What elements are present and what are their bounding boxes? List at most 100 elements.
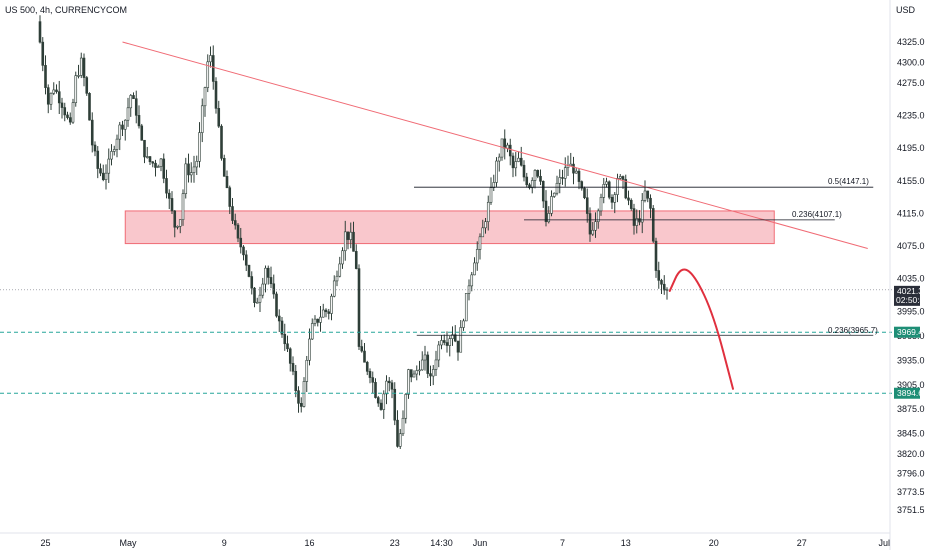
current-price-countdown: 02:50:44 bbox=[896, 295, 929, 305]
candle-down bbox=[132, 95, 135, 100]
candle-down bbox=[580, 181, 584, 189]
y-tick-label: 3935.0 bbox=[897, 355, 925, 365]
candle-down bbox=[247, 264, 251, 277]
candle-down bbox=[445, 342, 449, 346]
candle-down bbox=[88, 93, 91, 121]
fib-label-0-236-lower: 0.236(3965.7) bbox=[828, 326, 878, 335]
candle-up bbox=[181, 193, 185, 221]
candle-up bbox=[563, 167, 567, 179]
candle-up bbox=[203, 87, 207, 107]
candle-up bbox=[261, 283, 265, 296]
current-price-tag-bg bbox=[894, 285, 920, 306]
candle-down bbox=[453, 334, 457, 342]
current-price-tag[interactable]: 4021.3 02:50:44 bbox=[894, 285, 929, 306]
candle-up bbox=[517, 157, 520, 162]
candle-down bbox=[222, 158, 226, 177]
candle-down bbox=[561, 177, 564, 179]
candle-down bbox=[167, 192, 171, 199]
candle-up bbox=[308, 338, 311, 361]
candle-down bbox=[242, 246, 245, 256]
level-tag-1-value: 3969.4 bbox=[897, 327, 923, 337]
candle-down bbox=[66, 114, 69, 118]
candle-up bbox=[74, 75, 78, 103]
y-tick-label: 4155.0 bbox=[897, 176, 925, 186]
y-tick-label: 3845.0 bbox=[897, 429, 925, 439]
candle-up bbox=[341, 250, 344, 265]
candle-up bbox=[123, 119, 127, 130]
candle-down bbox=[660, 280, 663, 285]
candle-up bbox=[264, 267, 267, 285]
candle-up bbox=[486, 201, 490, 222]
candle-down bbox=[327, 311, 331, 314]
candle-up bbox=[184, 163, 188, 194]
candle-down bbox=[583, 187, 586, 199]
candle-down bbox=[363, 350, 366, 363]
y-tick-label: 3820.0 bbox=[897, 449, 925, 459]
candle-down bbox=[624, 179, 628, 199]
candle-up bbox=[104, 172, 108, 180]
candle-up bbox=[343, 231, 347, 252]
level-tag-1[interactable]: 3969.4 bbox=[894, 326, 923, 338]
candle-up bbox=[473, 262, 476, 276]
candle-up bbox=[206, 61, 210, 88]
x-tick-label: 20 bbox=[709, 538, 719, 548]
candle-down bbox=[662, 283, 666, 291]
descending-trendline[interactable] bbox=[122, 41, 868, 249]
candle-up bbox=[415, 370, 419, 375]
candle-up bbox=[599, 197, 603, 212]
candle-down bbox=[360, 346, 364, 352]
y-tick-label: 4075.0 bbox=[897, 241, 925, 251]
candle-down bbox=[233, 220, 237, 226]
candle-down bbox=[225, 176, 229, 189]
candle-down bbox=[165, 178, 168, 194]
candle-up bbox=[319, 316, 322, 323]
candle-down bbox=[585, 197, 589, 214]
candle-down bbox=[646, 190, 650, 199]
candle-up bbox=[209, 55, 212, 63]
x-tick-label: Jun bbox=[473, 538, 488, 548]
candle-up bbox=[321, 309, 325, 318]
candle-down bbox=[272, 283, 276, 295]
candle-down bbox=[632, 208, 636, 226]
y-tick-label: 4275.0 bbox=[897, 78, 925, 88]
candle-up bbox=[126, 107, 130, 121]
resistance-zone[interactable] bbox=[124, 210, 775, 245]
candle-down bbox=[346, 231, 350, 240]
candle-down bbox=[396, 419, 399, 447]
candle-up bbox=[407, 369, 410, 395]
candle-up bbox=[616, 178, 619, 195]
candle-up bbox=[434, 359, 438, 370]
candle-up bbox=[451, 334, 454, 339]
candle-down bbox=[657, 270, 661, 281]
y-tick-label: 3751.5 bbox=[897, 505, 925, 515]
candle-down bbox=[151, 161, 155, 164]
candle-up bbox=[423, 354, 427, 361]
candle-up bbox=[470, 274, 474, 287]
candle-down bbox=[121, 124, 124, 130]
level-tag-2[interactable]: 3894.6 bbox=[894, 387, 923, 399]
candle-down bbox=[536, 170, 540, 177]
candle-up bbox=[613, 194, 617, 203]
candle-up bbox=[255, 301, 259, 304]
candle-up bbox=[129, 95, 133, 109]
chart-title: US 500, 4h, CURRENCYCOM bbox=[5, 5, 127, 15]
candle-up bbox=[156, 166, 160, 168]
x-tick-label: 9 bbox=[222, 538, 227, 548]
candle-up bbox=[596, 210, 600, 222]
fib-label-0-5: 0.5(4147.1) bbox=[828, 177, 869, 186]
x-tick-label: 7 bbox=[560, 538, 565, 548]
candle-up bbox=[500, 138, 504, 158]
candle-up bbox=[310, 323, 314, 340]
candle-up bbox=[462, 320, 465, 328]
candle-up bbox=[594, 221, 597, 231]
candle-down bbox=[137, 115, 141, 127]
y-tick-label: 4235.0 bbox=[897, 110, 925, 120]
candle-down bbox=[409, 369, 413, 378]
candle-down bbox=[649, 197, 652, 209]
candle-up bbox=[107, 158, 111, 174]
candle-down bbox=[217, 108, 221, 127]
projected-path-arrow[interactable] bbox=[668, 268, 734, 390]
candle-up bbox=[382, 393, 386, 410]
